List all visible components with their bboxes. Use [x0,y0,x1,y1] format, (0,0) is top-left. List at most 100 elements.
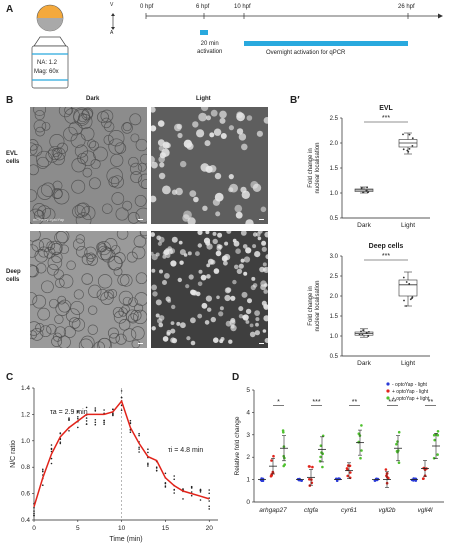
data-point [436,453,439,456]
data-point [120,409,123,411]
data-point [173,475,175,477]
data-point [190,485,193,488]
y-tick-label: 2.0 [330,294,339,300]
y-tick-label: 0.5 [330,216,339,222]
timeline [145,13,443,46]
data-point [282,464,285,468]
y-tick-label: 0.5 [330,354,339,360]
data-point [282,431,285,434]
panel-label-c: C [6,372,14,383]
panel-label-d: D [232,372,240,383]
data-point [432,433,436,437]
data-point [366,186,368,189]
image-label: mCherry-optoYap [33,217,65,222]
significance-label: *** [382,253,390,260]
data-point [138,434,140,437]
data-point [387,476,390,480]
x-tick-label: 0 [32,525,36,532]
box-light [398,279,418,297]
data-point [199,489,202,492]
y-tick-label: 1.0 [21,438,30,445]
data-point [155,466,158,468]
data-point [361,333,364,336]
y-tick-label: 5 [246,387,250,394]
image-deep-dark [30,231,147,348]
data-point [365,332,368,334]
data-point [385,474,388,477]
y-tick-label: 1.0 [330,334,339,340]
data-point [405,305,407,307]
data-point [395,442,398,446]
col-header-light: Light [196,96,211,102]
data-point [138,451,140,453]
data-point [77,410,79,413]
x-tick-label: vgll4l [418,507,433,514]
panel-label-a: A [6,4,14,15]
y-tick-label: 0.4 [21,517,30,524]
timeline-label-0: 0 hpf [140,4,154,10]
data-point [42,468,44,471]
activation-bar-short [200,30,208,35]
data-point [164,485,167,487]
x-tick-label: cyr61 [341,507,357,514]
data-point [402,148,405,151]
data-point [311,465,314,469]
x-tick-label: Dark [357,222,371,229]
y-tick-label: 1.5 [330,314,339,320]
y-axis-label: Fold change innuclear localisation [308,280,321,331]
data-point [297,478,301,482]
scale-bar [138,343,143,344]
legend-label: + optoYap - light [392,389,429,395]
data-point [346,474,349,478]
significance-label: ** [352,399,358,406]
x-tick-label: Light [401,222,415,229]
significance-label: ** [428,399,434,406]
chart-title: EVL [379,105,393,112]
y-tick-label: 4 [246,409,250,416]
data-point [42,470,44,472]
data-point [411,297,413,299]
row-label-evl: EVL cells [6,151,20,165]
row-label-deep: Deep cells [6,269,21,283]
y-tick-label: 1.0 [330,191,339,197]
data-point [360,424,363,427]
axis-v-label: V [110,2,114,8]
y-tick-label: 2.5 [330,116,339,122]
scale-bar [138,219,143,220]
data-point [103,423,105,425]
significance-label: * [277,399,280,406]
annotation-tau-i: τi = 4.8 min [168,447,203,454]
data-point [360,330,362,333]
data-point [397,430,401,434]
nc-ratio-chart: 0.4 0.6 0.8 1.0 1.2 1.4 0 5 10 15 20 Time (min) N/C … [10,385,218,543]
data-point [408,133,411,136]
data-point [403,299,405,302]
boxplot-evl: EVL 0.5 1.0 1.5 2.0 2.5 Fold change innuclear … [308,105,430,229]
data-point [77,417,79,420]
x-tick-label: 10 [118,525,126,532]
legend-label: - optoYap - light [392,382,428,388]
data-point [33,512,35,515]
y-tick-label: 0 [246,499,250,506]
objective-illustration [31,4,69,89]
data-point [208,489,210,491]
timeline-label-26: 26 hpf [398,4,415,10]
data-point [33,506,35,509]
data-point [270,473,273,476]
data-point [362,329,364,332]
data-point [50,448,53,451]
data-point [112,414,114,417]
data-point [103,409,105,411]
x-tick-label: 15 [162,525,170,532]
data-point [120,390,123,392]
y-tick-label: 2 [246,454,250,461]
data-point [407,150,410,153]
data-point [173,488,175,491]
data-point [402,276,405,279]
data-point [50,462,53,465]
y-tick-label: 1.5 [330,166,339,172]
y-tick-label: 2.5 [330,274,339,280]
data-point [147,465,149,467]
data-point [94,421,97,424]
col-header-dark: Dark [86,96,100,102]
